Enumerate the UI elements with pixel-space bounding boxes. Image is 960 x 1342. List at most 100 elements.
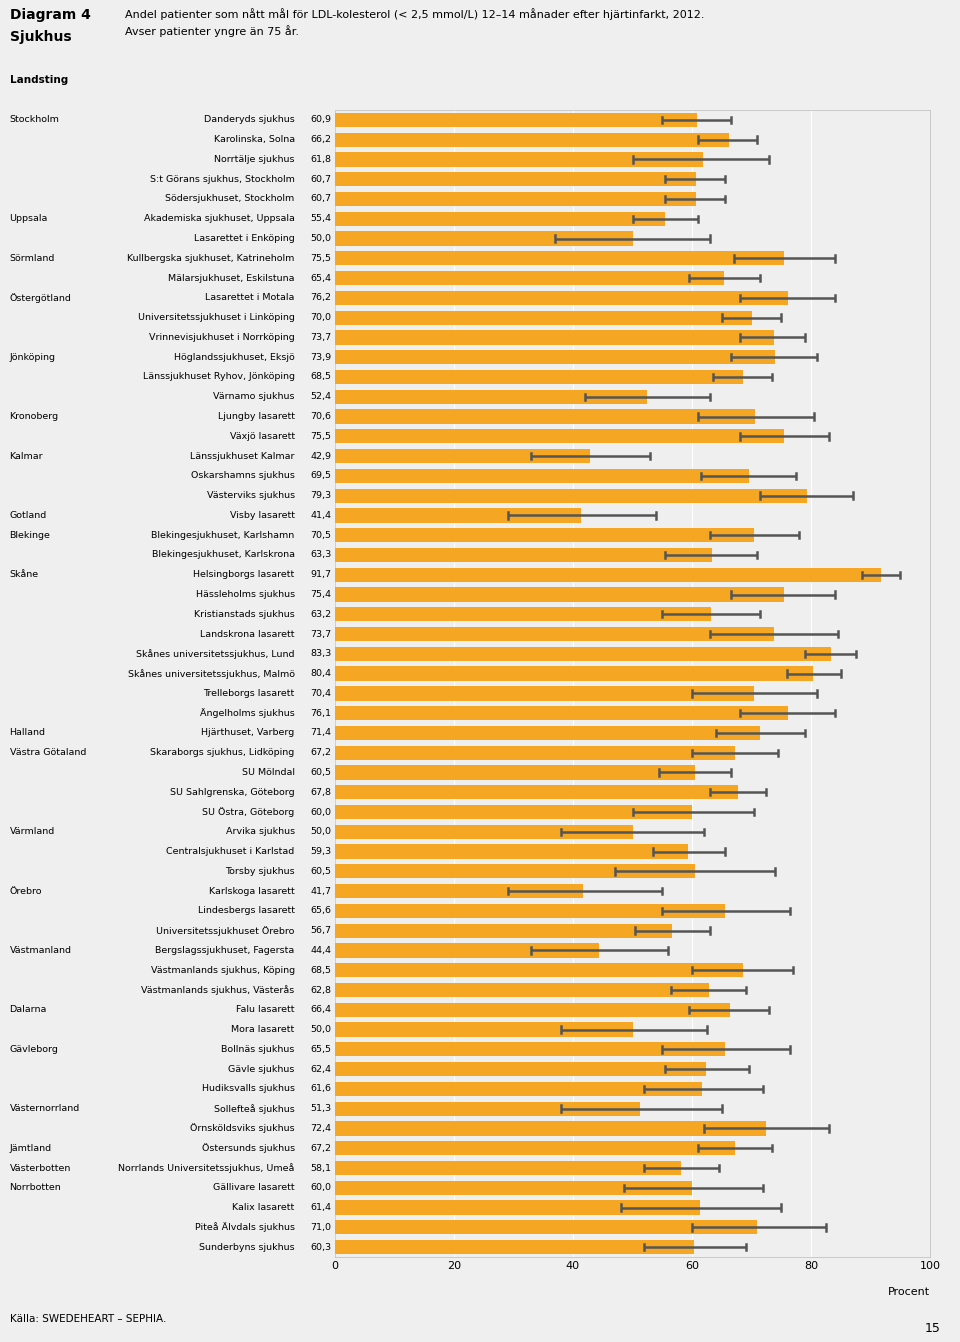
- Bar: [335, 409, 756, 424]
- Text: 73,7: 73,7: [310, 333, 331, 342]
- Text: 66,4: 66,4: [310, 1005, 331, 1015]
- Bar: [335, 113, 697, 127]
- Bar: [335, 468, 749, 483]
- Text: Trelleborgs lasarett: Trelleborgs lasarett: [204, 688, 295, 698]
- Bar: [335, 548, 711, 562]
- Text: Universitetssjukhuset Örebro: Universitetssjukhuset Örebro: [156, 926, 295, 935]
- Bar: [335, 370, 743, 384]
- Text: Bollnäs sjukhus: Bollnäs sjukhus: [222, 1045, 295, 1053]
- Bar: [335, 1161, 681, 1176]
- Text: 71,4: 71,4: [310, 729, 331, 738]
- Text: Länssjukhuset Ryhov, Jönköping: Länssjukhuset Ryhov, Jönköping: [143, 373, 295, 381]
- Text: Gotland: Gotland: [10, 511, 47, 519]
- Text: Sunderbyns sjukhus: Sunderbyns sjukhus: [199, 1243, 295, 1252]
- Text: Örnsköldsviks sjukhus: Örnsköldsviks sjukhus: [190, 1123, 295, 1134]
- Text: Skånes universitetssjukhus, Lund: Skånes universitetssjukhus, Lund: [136, 650, 295, 659]
- Text: 59,3: 59,3: [310, 847, 331, 856]
- Bar: [335, 509, 582, 522]
- Text: Mälarsjukhuset, Eskilstuna: Mälarsjukhuset, Eskilstuna: [168, 274, 295, 283]
- Text: 73,9: 73,9: [310, 353, 331, 362]
- Text: SU Östra, Göteborg: SU Östra, Göteborg: [203, 807, 295, 817]
- Text: Stockholm: Stockholm: [10, 115, 60, 125]
- Text: 75,5: 75,5: [310, 254, 331, 263]
- Text: Sjukhus: Sjukhus: [10, 30, 71, 44]
- Bar: [335, 1141, 734, 1155]
- Bar: [335, 726, 759, 739]
- Text: Källa: SWEDEHEART – SEPHIA.: Källa: SWEDEHEART – SEPHIA.: [10, 1314, 166, 1325]
- Text: 52,4: 52,4: [310, 392, 331, 401]
- Text: 73,7: 73,7: [310, 629, 331, 639]
- Text: 41,7: 41,7: [310, 887, 331, 895]
- Text: 60,0: 60,0: [310, 1184, 331, 1192]
- Bar: [335, 1002, 731, 1017]
- Bar: [335, 805, 692, 819]
- Text: Sollefteå sjukhus: Sollefteå sjukhus: [214, 1103, 295, 1114]
- Text: Hudiksvalls sjukhus: Hudiksvalls sjukhus: [202, 1084, 295, 1094]
- Text: 75,4: 75,4: [310, 590, 331, 599]
- Bar: [335, 291, 788, 305]
- Bar: [335, 746, 734, 760]
- Text: 60,9: 60,9: [310, 115, 331, 125]
- Text: 50,0: 50,0: [310, 827, 331, 836]
- Text: Andel patienter som nått mål för LDL-kolesterol (< 2,5 mmol/L) 12–14 månader eft: Andel patienter som nått mål för LDL-kol…: [125, 8, 705, 20]
- Bar: [335, 310, 752, 325]
- Bar: [335, 588, 783, 601]
- Text: Västmanlands sjukhus, Västerås: Västmanlands sjukhus, Västerås: [141, 985, 295, 994]
- Text: Blekingesjukhuset, Karlskrona: Blekingesjukhuset, Karlskrona: [152, 550, 295, 560]
- Bar: [335, 825, 633, 839]
- Text: Akademiska sjukhuset, Uppsala: Akademiska sjukhuset, Uppsala: [144, 215, 295, 223]
- Text: Vrinnevisjukhuset i Norrköping: Vrinnevisjukhuset i Norrköping: [149, 333, 295, 342]
- Text: Hässleholms sjukhus: Hässleholms sjukhus: [196, 590, 295, 599]
- Text: 61,4: 61,4: [310, 1202, 331, 1212]
- Text: 60,0: 60,0: [310, 808, 331, 816]
- Bar: [335, 271, 724, 286]
- Text: Östersunds sjukhus: Östersunds sjukhus: [202, 1143, 295, 1153]
- Text: Västra Götaland: Västra Götaland: [10, 749, 86, 757]
- Text: 70,4: 70,4: [310, 688, 331, 698]
- Bar: [335, 706, 788, 721]
- Text: Gävle sjukhus: Gävle sjukhus: [228, 1064, 295, 1074]
- Text: Torsby sjukhus: Torsby sjukhus: [225, 867, 295, 876]
- Text: Västernorrland: Västernorrland: [10, 1104, 80, 1113]
- Text: Lasarettet i Enköping: Lasarettet i Enköping: [194, 234, 295, 243]
- Text: Södersjukhuset, Stockholm: Södersjukhuset, Stockholm: [165, 195, 295, 204]
- Bar: [335, 527, 755, 542]
- Bar: [335, 429, 784, 443]
- Text: Växjö lasarett: Växjö lasarett: [229, 432, 295, 440]
- Text: Landsting: Landsting: [10, 75, 68, 85]
- Bar: [335, 350, 775, 364]
- Bar: [335, 667, 813, 680]
- Text: Sörmland: Sörmland: [10, 254, 55, 263]
- Text: Värmland: Värmland: [10, 827, 55, 836]
- Bar: [335, 192, 696, 207]
- Text: Örebro: Örebro: [10, 887, 42, 895]
- Text: Värnamo sjukhus: Värnamo sjukhus: [213, 392, 295, 401]
- Text: 42,9: 42,9: [310, 451, 331, 460]
- Text: 75,5: 75,5: [310, 432, 331, 440]
- Text: Norrtälje sjukhus: Norrtälje sjukhus: [214, 154, 295, 164]
- Text: Gävleborg: Gävleborg: [10, 1045, 59, 1053]
- Text: Hjärthuset, Varberg: Hjärthuset, Varberg: [202, 729, 295, 738]
- Text: 72,4: 72,4: [310, 1125, 331, 1133]
- Bar: [335, 1122, 766, 1135]
- Bar: [335, 153, 703, 166]
- Text: Dalarna: Dalarna: [10, 1005, 47, 1015]
- Text: 65,6: 65,6: [310, 906, 331, 915]
- Text: 83,3: 83,3: [310, 650, 331, 659]
- Text: Kalmar: Kalmar: [10, 451, 43, 460]
- Bar: [335, 765, 695, 780]
- Bar: [335, 686, 754, 701]
- Text: Karolinska, Solna: Karolinska, Solna: [213, 136, 295, 144]
- Text: 61,6: 61,6: [310, 1084, 331, 1094]
- Text: Karlskoga lasarett: Karlskoga lasarett: [209, 887, 295, 895]
- Text: SU Sahlgrenska, Göteborg: SU Sahlgrenska, Göteborg: [170, 788, 295, 797]
- Text: Blekinge: Blekinge: [10, 530, 51, 539]
- Bar: [335, 785, 738, 800]
- Bar: [335, 627, 774, 641]
- Text: 70,0: 70,0: [310, 313, 331, 322]
- Text: Ljungby lasarett: Ljungby lasarett: [218, 412, 295, 421]
- Text: Lindesbergs lasarett: Lindesbergs lasarett: [198, 906, 295, 915]
- Text: Gällivare lasarett: Gällivare lasarett: [213, 1184, 295, 1192]
- Bar: [335, 251, 784, 266]
- Text: Avser patienter yngre än 75 år.: Avser patienter yngre än 75 år.: [125, 25, 299, 38]
